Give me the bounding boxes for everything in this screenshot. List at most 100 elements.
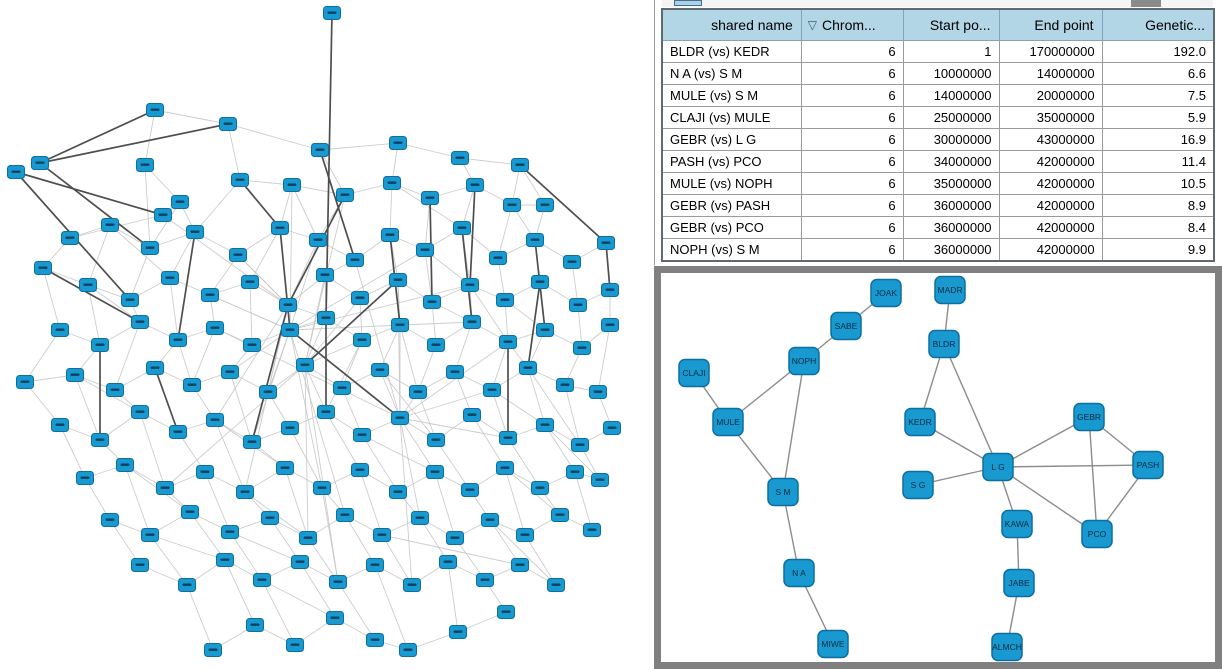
overview-network-panel[interactable] xyxy=(0,0,654,669)
cell-value[interactable]: 36000000 xyxy=(902,216,1000,239)
cell-value[interactable]: 43000000 xyxy=(998,128,1103,151)
cell-value[interactable]: 42000000 xyxy=(998,194,1103,217)
cell-value[interactable]: 7.5 xyxy=(1101,84,1215,107)
detail-node-l-g[interactable]: L G xyxy=(982,452,1014,482)
cell-value[interactable]: 36000000 xyxy=(902,238,1000,262)
cell-value[interactable]: 10000000 xyxy=(902,62,1000,85)
detail-node-kedr[interactable]: KEDR xyxy=(904,407,936,437)
table-row[interactable]: MULE (vs) S M 6 14000000 20000000 7.5 xyxy=(661,84,1215,107)
table-row[interactable]: MULE (vs) NOPH 6 35000000 42000000 10.5 xyxy=(661,172,1215,195)
cell-value[interactable]: 36000000 xyxy=(902,194,1000,217)
table-row[interactable]: GEBR (vs) PCO 6 36000000 42000000 8.4 xyxy=(661,216,1215,239)
detail-node-jabe[interactable]: JABE xyxy=(1003,568,1035,598)
cell-value[interactable]: 30000000 xyxy=(902,128,1000,151)
cell-value[interactable]: 35000000 xyxy=(902,172,1000,195)
table-row[interactable]: N A (vs) S M 6 10000000 14000000 6.6 xyxy=(661,62,1215,85)
cell-value[interactable]: 6 xyxy=(800,40,904,63)
cell-shared-name[interactable]: MULE (vs) NOPH xyxy=(661,172,802,195)
cell-value[interactable]: 42000000 xyxy=(998,172,1103,195)
cell-value[interactable]: 1 xyxy=(902,40,1000,63)
cell-value[interactable]: 6 xyxy=(800,106,904,129)
cell-shared-name[interactable]: GEBR (vs) L G xyxy=(661,128,802,151)
cell-value[interactable]: 16.9 xyxy=(1101,128,1215,151)
cell-value[interactable]: 8.9 xyxy=(1101,194,1215,217)
cell-value[interactable]: 42000000 xyxy=(998,216,1103,239)
cell-value[interactable]: 35000000 xyxy=(998,106,1103,129)
scrollbar-thumb[interactable] xyxy=(674,0,702,6)
cell-value[interactable]: 34000000 xyxy=(902,150,1000,173)
cell-value[interactable]: 11.4 xyxy=(1101,150,1215,173)
cell-shared-name[interactable]: CLAJI (vs) MULE xyxy=(661,106,802,129)
cell-value[interactable]: 42000000 xyxy=(998,150,1103,173)
cell-shared-name[interactable]: PASH (vs) PCO xyxy=(661,150,802,173)
cell-value[interactable]: 6 xyxy=(800,150,904,173)
cell-shared-name[interactable]: NOPH (vs) S M xyxy=(661,238,802,262)
detail-node-noph[interactable]: NOPH xyxy=(788,346,820,376)
detail-node-pco[interactable]: PCO xyxy=(1081,519,1113,549)
cell-value[interactable]: 5.9 xyxy=(1101,106,1215,129)
detail-node-miwe[interactable]: MIWE xyxy=(817,629,849,659)
detail-edge-noph-s-m[interactable] xyxy=(782,360,805,493)
cell-value[interactable]: 6 xyxy=(800,238,904,262)
table-row[interactable]: BLDR (vs) KEDR 6 1 170000000 192.0 xyxy=(661,40,1215,63)
cell-shared-name[interactable]: BLDR (vs) KEDR xyxy=(661,40,802,63)
cell-shared-name[interactable]: GEBR (vs) PCO xyxy=(661,216,802,239)
detail-network-viewport[interactable]: JOAK MADR SABE BLDR NOPH CLAJI MULE KEDR GEBR L G… xyxy=(661,273,1215,662)
detail-node-gebr[interactable]: GEBR xyxy=(1073,402,1105,432)
cell-value[interactable]: 8.4 xyxy=(1101,216,1215,239)
filter-icon[interactable]: ▽ xyxy=(807,18,818,32)
detail-edge-l-g-pco[interactable] xyxy=(997,466,1098,535)
table-row[interactable]: GEBR (vs) PASH 6 36000000 42000000 8.9 xyxy=(661,194,1215,217)
detail-node-s-g[interactable]: S G xyxy=(902,470,934,500)
cell-shared-name[interactable]: N A (vs) S M xyxy=(661,62,802,85)
detail-node-pash[interactable]: PASH xyxy=(1132,450,1164,480)
detail-edge-bldr-l-g[interactable] xyxy=(943,343,999,468)
detail-node-joak[interactable]: JOAK xyxy=(870,278,902,308)
table-horizontal-scrollbar[interactable] xyxy=(662,0,1213,7)
column-header-genetic[interactable]: Genetic... xyxy=(1101,8,1215,41)
overview-node-label xyxy=(247,440,257,443)
cell-value[interactable]: 6 xyxy=(800,194,904,217)
detail-edge-l-g-pash[interactable] xyxy=(997,464,1149,468)
detail-edge-gebr-pco[interactable] xyxy=(1088,416,1098,535)
cell-value[interactable]: 6 xyxy=(800,216,904,239)
overview-network-canvas[interactable] xyxy=(0,0,654,669)
table-row[interactable]: GEBR (vs) L G 6 30000000 43000000 16.9 xyxy=(661,128,1215,151)
column-header-end-point[interactable]: End point xyxy=(998,8,1103,41)
detail-node-n-a[interactable]: N A xyxy=(783,558,815,588)
detail-node-kawa[interactable]: KAWA xyxy=(1001,509,1033,539)
detail-node-claji[interactable]: CLAJI xyxy=(678,358,710,388)
cell-value[interactable]: 6 xyxy=(800,128,904,151)
detail-node-s-m[interactable]: S M xyxy=(767,477,799,507)
detail-node-mule[interactable]: MULE xyxy=(712,407,744,437)
column-header-chrom[interactable]: ▽ Chrom... xyxy=(800,8,904,41)
column-header-shared-name[interactable]: shared name xyxy=(661,8,802,41)
cell-value[interactable]: 14000000 xyxy=(998,62,1103,85)
overview-edge xyxy=(459,157,521,166)
cell-value[interactable]: 14000000 xyxy=(902,84,1000,107)
cell-value[interactable]: 6 xyxy=(800,84,904,107)
cell-value[interactable]: 170000000 xyxy=(998,40,1103,63)
detail-node-bldr[interactable]: BLDR xyxy=(928,329,960,359)
scrollbar-block[interactable] xyxy=(1131,0,1161,7)
cell-value[interactable]: 42000000 xyxy=(998,238,1103,262)
overview-edge xyxy=(354,259,401,419)
cell-shared-name[interactable]: MULE (vs) S M xyxy=(661,84,802,107)
detail-node-almch[interactable]: ALMCH xyxy=(991,632,1023,662)
cell-value[interactable]: 192.0 xyxy=(1101,40,1215,63)
table-row[interactable]: CLAJI (vs) MULE 6 25000000 35000000 5.9 xyxy=(661,106,1215,129)
cell-value[interactable]: 20000000 xyxy=(998,84,1103,107)
cell-value[interactable]: 9.9 xyxy=(1101,238,1215,262)
table-row[interactable]: PASH (vs) PCO 6 34000000 42000000 11.4 xyxy=(661,150,1215,173)
cell-value[interactable]: 25000000 xyxy=(902,106,1000,129)
cell-value[interactable]: 6 xyxy=(800,172,904,195)
table-row[interactable]: NOPH (vs) S M 6 36000000 42000000 9.9 xyxy=(661,238,1215,262)
detail-node-sabe[interactable]: SABE xyxy=(830,311,862,341)
detail-node-madr[interactable]: MADR xyxy=(934,275,966,305)
detail-network-canvas[interactable]: JOAK MADR SABE BLDR NOPH CLAJI MULE KEDR GEBR L G… xyxy=(661,273,1215,662)
column-header-start-po[interactable]: Start po... xyxy=(902,8,1000,41)
cell-value[interactable]: 10.5 xyxy=(1101,172,1215,195)
cell-shared-name[interactable]: GEBR (vs) PASH xyxy=(661,194,802,217)
cell-value[interactable]: 6.6 xyxy=(1101,62,1215,85)
cell-value[interactable]: 6 xyxy=(800,62,904,85)
